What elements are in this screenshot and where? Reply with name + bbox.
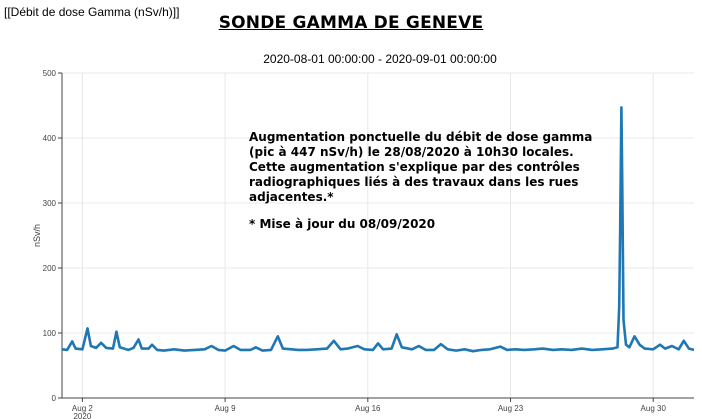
x-tick-label: Aug 9 bbox=[215, 404, 236, 413]
x-tick-label: Aug 16 bbox=[355, 404, 381, 413]
y-tick-labels: 0 100 200 300 400 500 bbox=[43, 69, 57, 403]
y-axis-label: nSv/h bbox=[32, 224, 42, 247]
annotation-text: Augmentation ponctuelle du débit de dose… bbox=[249, 130, 593, 204]
page-title: SONDE GAMMA DE GENEVE bbox=[218, 13, 484, 33]
y-tick-label: 300 bbox=[43, 199, 57, 208]
x-tick-label: Aug 30 bbox=[641, 404, 667, 413]
annotation-note: * Mise à jour du 08/09/2020 bbox=[249, 217, 436, 231]
y-tick-label: 200 bbox=[43, 264, 57, 273]
date-range: 2020-08-01 00:00:00 - 2020-09-01 00:00:0… bbox=[263, 52, 497, 66]
y-tick-label: 400 bbox=[43, 134, 57, 143]
grid-lines bbox=[62, 72, 694, 398]
x-tick-label: Aug 2 bbox=[72, 404, 93, 413]
x-tick-label: Aug 23 bbox=[498, 404, 524, 413]
series-group bbox=[61, 106, 695, 353]
chart-axes bbox=[58, 72, 694, 402]
y-tick-label: 0 bbox=[52, 394, 57, 403]
series-line bbox=[61, 106, 695, 353]
y-tick-label: 100 bbox=[43, 329, 57, 338]
y-tick-label: 500 bbox=[43, 69, 57, 78]
chart-annotation: Augmentation ponctuelle du débit de dose… bbox=[249, 130, 599, 232]
corner-title: [[Débit de dose Gamma (nSv/h)]] bbox=[4, 5, 180, 19]
x-tick-sublabel: 2020 bbox=[73, 412, 91, 419]
